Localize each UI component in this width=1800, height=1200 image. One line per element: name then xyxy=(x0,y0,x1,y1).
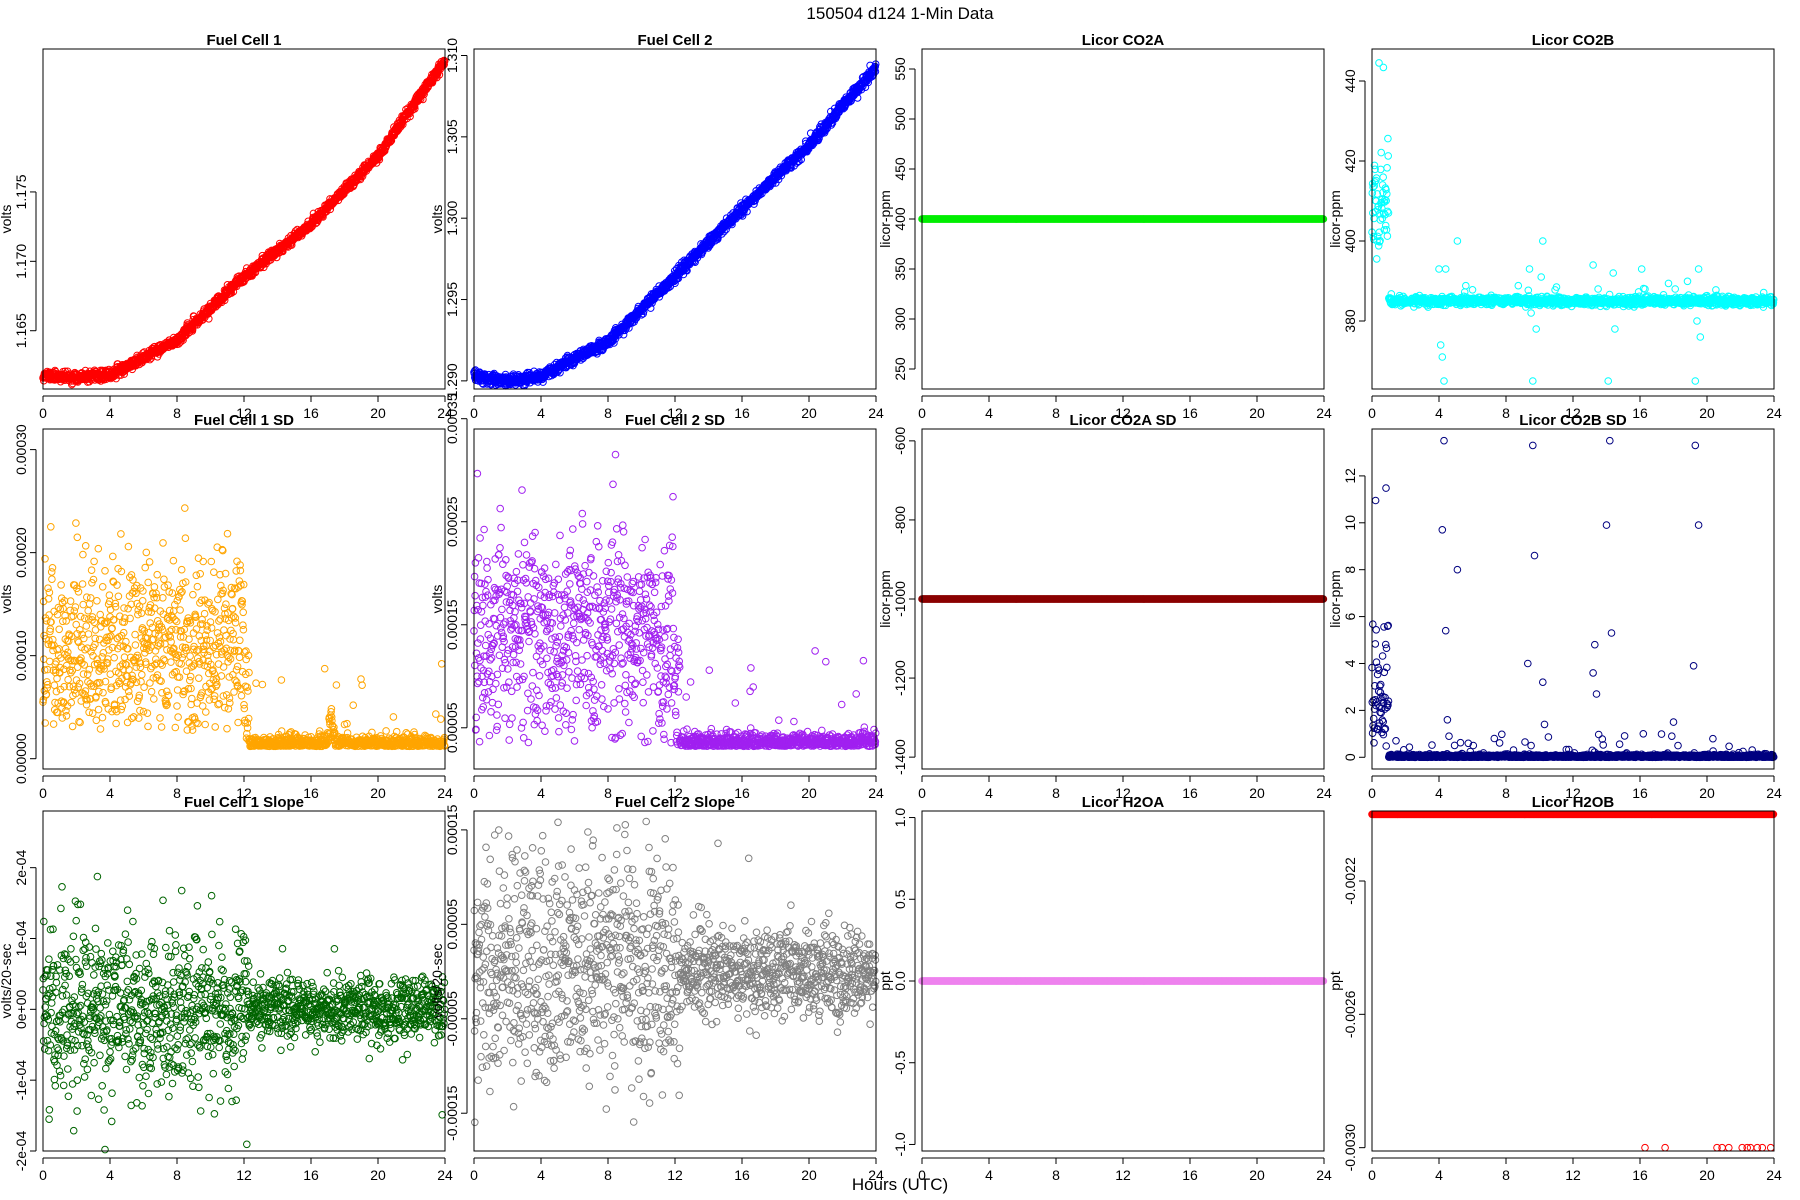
x-tick-label: 8 xyxy=(604,405,612,421)
data-point xyxy=(1376,216,1385,224)
panel-title: Fuel Cell 2 xyxy=(637,32,712,49)
data-point xyxy=(188,325,197,334)
y-axis: 250 300 350 400 450 500 550 xyxy=(892,57,916,381)
x-tick-label: 4 xyxy=(537,405,545,421)
y-tick-label: 1.310 xyxy=(444,38,460,73)
data-point xyxy=(1379,173,1387,181)
data-point xyxy=(1377,148,1385,157)
y-tick-label: 1.165 xyxy=(13,313,29,348)
y-tick-label: 1.175 xyxy=(13,174,29,209)
plot-frame xyxy=(473,48,877,390)
x-tick-label: 20 xyxy=(370,405,386,421)
data-point xyxy=(1372,255,1381,263)
plot-frame xyxy=(42,48,446,390)
y-tick-label: 450 xyxy=(892,157,908,181)
x-tick-label: 8 xyxy=(173,405,181,421)
data-point xyxy=(1468,286,1477,294)
y-tick-label: 1.290 xyxy=(444,363,460,398)
data-point xyxy=(1664,279,1673,288)
x-tick-label: 16 xyxy=(1182,405,1198,421)
y-tick-label: 550 xyxy=(892,57,908,81)
x-tick-label: 0 xyxy=(39,405,47,421)
x-tick-label: 4 xyxy=(106,405,114,421)
y-tick-label: 500 xyxy=(892,107,908,131)
y-axis-label: volts xyxy=(429,205,445,234)
y-tick-label: 300 xyxy=(892,307,908,331)
data-point xyxy=(1384,152,1392,160)
y-axis-label: volts xyxy=(0,205,14,234)
x-tick-label: 8 xyxy=(1052,405,1060,421)
x-tick-label: 24 xyxy=(1316,405,1332,421)
panel-title: Fuel Cell 1 xyxy=(206,32,281,49)
y-tick-label: 1.300 xyxy=(444,200,460,235)
data-point xyxy=(1383,164,1391,172)
y-tick-label: 1.305 xyxy=(444,119,460,154)
y-tick-label: 1.170 xyxy=(13,244,29,279)
figure-title: 150504 d124 1-Min Data xyxy=(806,4,994,23)
x-tick-label: 4 xyxy=(985,405,993,421)
data-points xyxy=(470,60,880,390)
x-tick-label: 16 xyxy=(734,405,750,421)
y-axis-label: licor-ppm xyxy=(877,190,893,248)
data-point xyxy=(1383,232,1392,240)
y-axis-label: licor-ppm xyxy=(1327,190,1343,248)
y-tick-label: 250 xyxy=(892,357,908,381)
y-tick-label: 350 xyxy=(892,257,908,281)
x-tick-label: 20 xyxy=(801,405,817,421)
data-points xyxy=(918,215,1328,223)
data-point xyxy=(1462,281,1470,290)
panel-title: Licor CO2A xyxy=(1082,32,1165,49)
x-tick-label: 0 xyxy=(470,405,478,421)
y-tick-label: 400 xyxy=(892,207,908,231)
data-points xyxy=(39,56,449,389)
data-point xyxy=(1384,134,1392,143)
y-axis: 1.165 1.170 1.175 xyxy=(13,174,37,348)
y-axis: 1.290 1.295 1.300 1.305 1.310 xyxy=(444,38,468,398)
x-tick-label: 16 xyxy=(303,405,319,421)
data-point xyxy=(146,355,154,364)
data-point xyxy=(205,315,213,323)
figure-x-label: Hours (UTC) xyxy=(852,1175,948,1194)
y-tick-label: 1.295 xyxy=(444,282,460,317)
data-point xyxy=(1683,277,1692,286)
data-points xyxy=(1368,59,1778,385)
x-tick-label: 0 xyxy=(918,405,926,421)
data-point xyxy=(1514,281,1523,290)
x-tick-label: 20 xyxy=(1249,405,1265,421)
data-point xyxy=(1379,63,1388,72)
panel-title: Licor CO2B xyxy=(1532,32,1615,49)
x-tick-label: 24 xyxy=(868,405,884,421)
